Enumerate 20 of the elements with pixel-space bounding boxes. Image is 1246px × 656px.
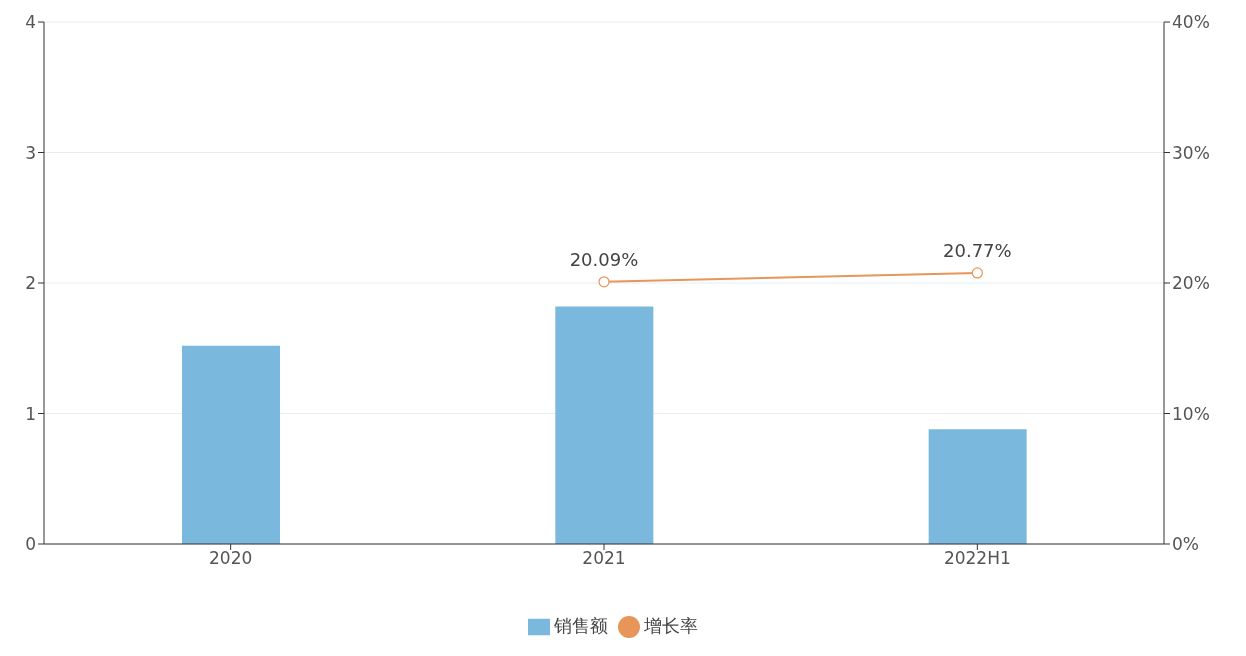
bar	[555, 306, 654, 544]
y2-tick-label: 0%	[1172, 534, 1199, 555]
y2-tick-label: 20%	[1172, 273, 1210, 294]
legend-label: 增长率	[644, 615, 698, 636]
data-label: 20.09%	[569, 248, 639, 270]
y-tick-label: 2	[25, 273, 36, 294]
y2-tick-label: 40%	[1172, 12, 1210, 33]
y-tick-label: 3	[25, 142, 36, 163]
bar	[182, 345, 280, 544]
data-label: 20.77%	[943, 239, 1012, 261]
y-tick-label: 1	[25, 403, 36, 424]
bar	[928, 429, 1027, 544]
y2-tick-label: 30%	[1172, 142, 1210, 163]
x-tick-label: 2020	[209, 548, 253, 569]
y-tick-label: 0	[25, 534, 36, 555]
legend-label: 销售额	[554, 615, 608, 636]
y-tick-label: 4	[25, 12, 36, 33]
x-tick-label: 2021	[582, 548, 626, 569]
x-tick-label: 2022H1	[943, 548, 1011, 569]
y2-tick-label: 10%	[1172, 403, 1210, 424]
